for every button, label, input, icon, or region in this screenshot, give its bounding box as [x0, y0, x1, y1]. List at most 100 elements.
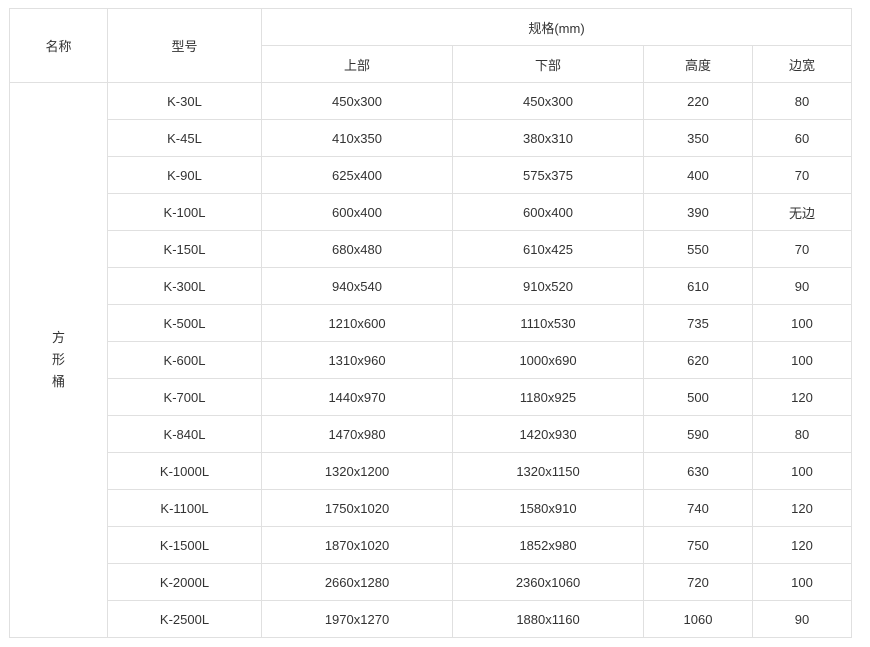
table-row: K-700L 1440x970 1180x925 500 120: [10, 378, 853, 416]
cell-height: 220: [643, 82, 753, 120]
cell-height: 390: [643, 193, 753, 231]
cell-model: K-90L: [107, 156, 262, 194]
cell-top: 940x540: [261, 267, 453, 305]
cell-height: 750: [643, 526, 753, 564]
cell-model: K-150L: [107, 230, 262, 268]
cell-bottom: 1852x980: [452, 526, 644, 564]
table-row: K-1500L 1870x1020 1852x980 750 120: [10, 526, 853, 564]
table-row: K-2000L 2660x1280 2360x1060 720 100: [10, 563, 853, 601]
cell-model: K-100L: [107, 193, 262, 231]
cell-top: 1970x1270: [261, 600, 453, 638]
cell-model: K-45L: [107, 119, 262, 157]
cell-height: 590: [643, 415, 753, 453]
table-row: K-840L 1470x980 1420x930 590 80: [10, 415, 853, 453]
cell-height: 740: [643, 489, 753, 527]
header-model: 型号: [107, 8, 262, 83]
cell-bottom: 575x375: [452, 156, 644, 194]
subheader-row: 上部 下部 高度 边宽: [10, 45, 853, 83]
cell-top: 625x400: [261, 156, 453, 194]
cell-model: K-300L: [107, 267, 262, 305]
header-edge: 边宽: [751, 45, 853, 83]
cell-edge: 80: [751, 415, 853, 453]
cell-model: K-500L: [107, 304, 262, 342]
cell-edge: 100: [751, 304, 853, 342]
cell-bottom: 1580x910: [452, 489, 644, 527]
cell-model: K-840L: [107, 415, 262, 453]
cell-edge: 120: [751, 526, 853, 564]
cell-model: K-2500L: [107, 600, 262, 638]
cell-height: 1060: [643, 600, 753, 638]
cell-model: K-1100L: [107, 489, 262, 527]
cell-bottom: 1000x690: [452, 341, 644, 379]
cell-top: 600x400: [261, 193, 453, 231]
header-name: 名称: [9, 8, 108, 83]
cell-height: 735: [643, 304, 753, 342]
cell-height: 500: [643, 378, 753, 416]
table-row: K-1000L 1320x1200 1320x1150 630 100: [10, 452, 853, 490]
cell-edge: 80: [751, 82, 853, 120]
table-row: 方形桶 K-30L 450x300 450x300 220 80: [9, 82, 853, 638]
cell-edge: 90: [751, 267, 853, 305]
spec-table: 名称 型号 规格(mm) 上部 下部 高度 边宽 方形桶 K-30L 450x300…: [9, 8, 853, 638]
cell-edge: 70: [751, 230, 853, 268]
header-row: 名称 型号 规格(mm): [9, 8, 853, 83]
cell-top: 1210x600: [261, 304, 453, 342]
cell-top: 410x350: [261, 119, 453, 157]
cell-edge: 120: [751, 489, 853, 527]
table-row: K-1100L 1750x1020 1580x910 740 120: [10, 489, 853, 527]
cell-bottom: 1180x925: [452, 378, 644, 416]
cell-top: 1870x1020: [261, 526, 453, 564]
cell-edge: 无边: [751, 193, 853, 231]
cell-height: 630: [643, 452, 753, 490]
cell-bottom: 610x425: [452, 230, 644, 268]
cell-bottom: 600x400: [452, 193, 644, 231]
cell-model: K-700L: [107, 378, 262, 416]
cell-model: K-600L: [107, 341, 262, 379]
header-top: 上部: [261, 45, 453, 83]
cell-model: K-1500L: [107, 526, 262, 564]
table-row: K-300L 940x540 910x520 610 90: [10, 267, 853, 305]
cell-bottom: 910x520: [452, 267, 644, 305]
cell-edge: 70: [751, 156, 853, 194]
cell-bottom: 2360x1060: [452, 563, 644, 601]
cell-bottom: 1880x1160: [452, 600, 644, 638]
cell-model: K-2000L: [107, 563, 262, 601]
cell-bottom: 450x300: [452, 82, 644, 120]
table-row: K-150L 680x480 610x425 550 70: [10, 230, 853, 268]
table-row: K-90L 625x400 575x375 400 70: [10, 156, 853, 194]
cell-edge: 90: [751, 600, 853, 638]
cell-top: 1750x1020: [261, 489, 453, 527]
cell-top: 1470x980: [261, 415, 453, 453]
cell-bottom: 1320x1150: [452, 452, 644, 490]
cell-edge: 100: [751, 341, 853, 379]
cell-edge: 120: [751, 378, 853, 416]
cell-top: 680x480: [261, 230, 453, 268]
cell-edge: 100: [751, 452, 853, 490]
cell-height: 610: [643, 267, 753, 305]
header-spec: 规格(mm): [260, 8, 853, 46]
cell-top: 1310x960: [261, 341, 453, 379]
cell-top: 2660x1280: [261, 563, 453, 601]
table-row: K-600L 1310x960 1000x690 620 100: [10, 341, 853, 379]
table-row: K-100L 600x400 600x400 390 无边: [10, 193, 853, 231]
cell-bottom: 380x310: [452, 119, 644, 157]
cell-edge: 60: [751, 119, 853, 157]
category-label: 方形桶: [51, 330, 65, 389]
header-height: 高度: [643, 45, 753, 83]
cell-height: 400: [643, 156, 753, 194]
cell-bottom: 1420x930: [452, 415, 644, 453]
cell-category: 方形桶: [9, 82, 108, 638]
cell-top: 1320x1200: [261, 452, 453, 490]
cell-model: K-30L: [107, 82, 262, 120]
cell-height: 550: [643, 230, 753, 268]
cell-height: 720: [643, 563, 753, 601]
cell-top: 1440x970: [261, 378, 453, 416]
header-bottom: 下部: [452, 45, 644, 83]
cell-height: 350: [643, 119, 753, 157]
cell-model: K-1000L: [107, 452, 262, 490]
table-row: K-45L 410x350 380x310 350 60: [10, 119, 853, 157]
cell-height: 620: [643, 341, 753, 379]
cell-edge: 100: [751, 563, 853, 601]
table-row: K-2500L 1970x1270 1880x1160 1060 90: [10, 600, 853, 638]
cell-top: 450x300: [261, 82, 453, 120]
